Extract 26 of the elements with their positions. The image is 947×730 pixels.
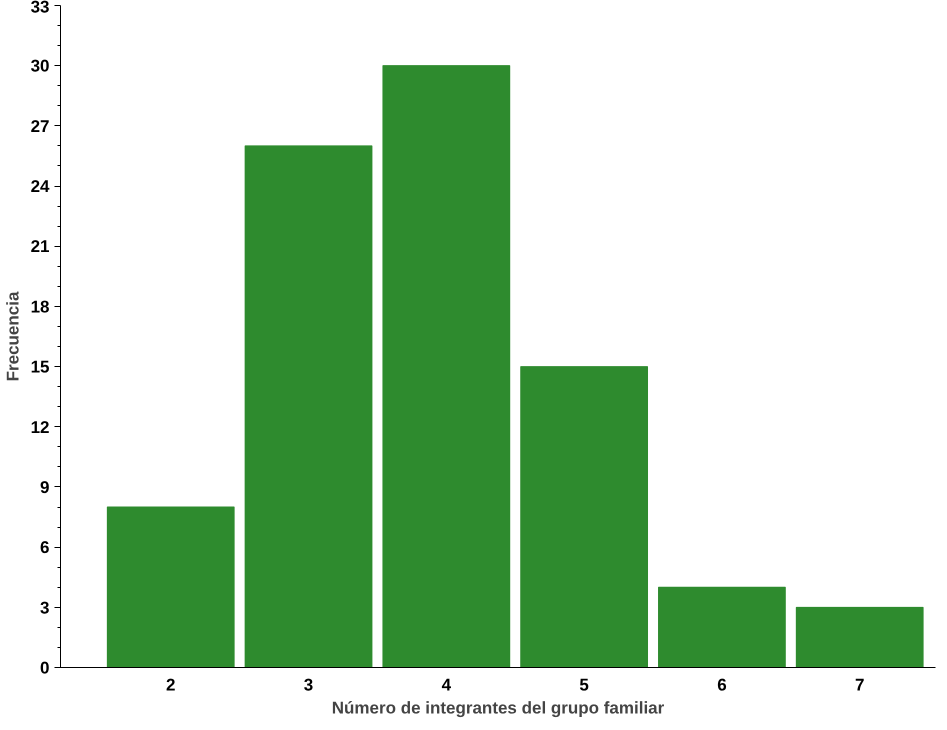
- x-tick-label: 2: [166, 676, 176, 694]
- y-tick-label: 24: [30, 177, 50, 196]
- bar: [796, 606, 924, 668]
- y-tick-label: 18: [30, 297, 50, 316]
- y-tick-label: 21: [30, 237, 50, 256]
- x-tick-label: 5: [579, 676, 589, 694]
- x-tick-label: 6: [717, 676, 727, 694]
- bar: [520, 366, 648, 668]
- y-tick-label: 6: [40, 538, 50, 558]
- y-tick-label: 30: [30, 56, 50, 76]
- y-tick-label: 9: [40, 478, 50, 497]
- bar: [382, 65, 510, 668]
- y-tick-label: 27: [30, 116, 50, 136]
- x-axis-title: Número de integrantes del grupo familiar: [332, 698, 665, 718]
- y-tick-label: 0: [40, 658, 50, 678]
- y-tick-label: 3: [40, 598, 50, 618]
- x-tick-label: 7: [854, 676, 864, 694]
- y-tick-label: 33: [30, 0, 50, 16]
- x-tick-label: 4: [442, 676, 452, 694]
- y-axis-title: Frecuencia: [4, 291, 23, 382]
- x-tick-label: 3: [304, 676, 314, 694]
- bar: [244, 145, 372, 668]
- y-tick-label: 15: [30, 358, 50, 377]
- bar: [658, 586, 786, 668]
- y-tick-label: 12: [30, 418, 50, 437]
- bar: [106, 506, 235, 668]
